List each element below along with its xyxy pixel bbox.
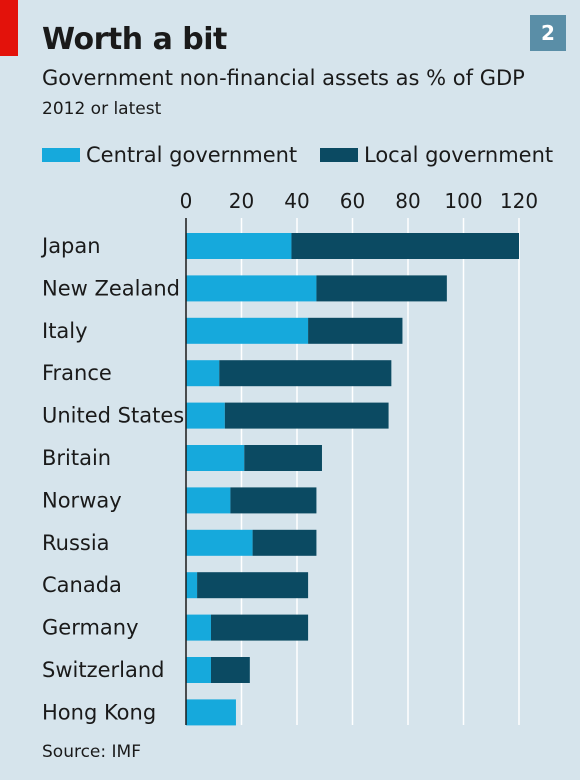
legend-swatch-local	[320, 148, 358, 162]
legend: Central government Local government	[0, 143, 580, 171]
bar-central	[186, 699, 236, 726]
bar-local	[210, 614, 309, 641]
category-label: Italy	[42, 319, 88, 343]
legend-item-central: Central government	[42, 143, 297, 167]
category-label: Norway	[42, 488, 122, 512]
bar-local	[210, 657, 250, 683]
category-label: Canada	[42, 573, 122, 597]
bar-central	[186, 445, 245, 471]
bar-central	[186, 317, 309, 344]
bar-local	[230, 487, 317, 514]
category-label: Hong Kong	[42, 700, 156, 724]
x-tick-label: 60	[340, 189, 365, 213]
bar-local	[244, 445, 322, 471]
legend-label-local: Local government	[364, 143, 554, 167]
accent-tag	[0, 0, 18, 56]
bar-central	[186, 529, 253, 556]
bar-central	[186, 233, 292, 259]
bar-central	[186, 614, 211, 641]
source-note: Source: IMF	[42, 742, 141, 762]
bar-local	[291, 233, 519, 259]
bar-central	[186, 487, 231, 514]
bar-local	[224, 402, 389, 429]
x-tick-label: 0	[180, 189, 193, 213]
category-label: France	[42, 361, 112, 385]
bar-central	[186, 402, 225, 429]
category-label: Japan	[40, 234, 101, 258]
x-tick-label: 100	[444, 189, 482, 213]
legend-item-local: Local government	[320, 143, 553, 167]
chart-number-badge: 2	[530, 15, 566, 51]
bar-local	[197, 572, 309, 599]
bar-local	[308, 317, 403, 344]
chart-note: 2012 or latest	[42, 99, 162, 119]
category-label: United States	[42, 404, 184, 428]
category-label: Russia	[42, 531, 110, 555]
bar-local	[219, 360, 392, 387]
category-label: Switzerland	[42, 658, 165, 682]
category-label: Britain	[42, 446, 111, 470]
x-tick-label: 40	[284, 189, 309, 213]
x-tick-label: 120	[500, 189, 538, 213]
legend-label-central: Central government	[86, 143, 298, 167]
chart-subtitle: Government non-financial assets as % of …	[42, 66, 525, 90]
category-label: New Zealand	[42, 276, 180, 300]
bar-local	[316, 275, 447, 302]
bar-local	[252, 529, 317, 556]
legend-swatch-central	[42, 148, 80, 162]
x-tick-label: 80	[395, 189, 420, 213]
category-label: Germany	[42, 616, 139, 640]
bar-central	[186, 360, 220, 387]
bar-central	[186, 657, 211, 683]
chart-title: Worth a bit	[42, 22, 227, 57]
x-tick-label: 20	[229, 189, 254, 213]
bar-central	[186, 572, 198, 599]
bar-chart: 0 20 40 60 80 100 120 Japan New Zealand Italy Fran…	[40, 189, 538, 726]
bar-central	[186, 275, 317, 302]
